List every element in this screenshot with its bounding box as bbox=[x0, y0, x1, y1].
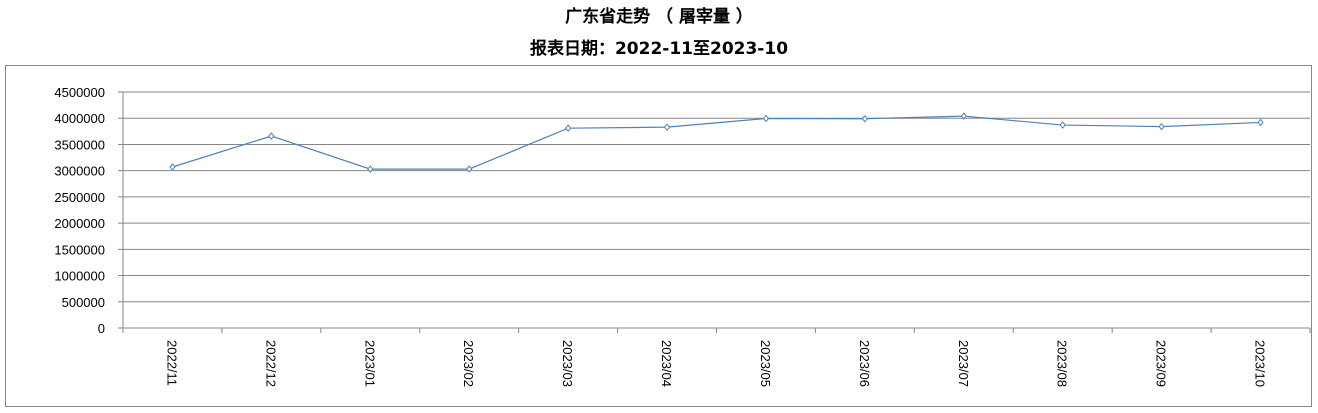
y-tick-label: 0 bbox=[98, 321, 105, 336]
x-tick-label: 2023/05 bbox=[758, 340, 773, 387]
y-tick-label: 1500000 bbox=[54, 242, 105, 257]
data-point-marker bbox=[1059, 121, 1066, 129]
data-point-marker bbox=[960, 112, 967, 120]
data-point-marker bbox=[564, 124, 572, 132]
x-tick-label: 2023/02 bbox=[461, 340, 476, 387]
x-tick-label: 2023/10 bbox=[1253, 340, 1268, 387]
data-point-marker bbox=[466, 165, 473, 173]
data-point-marker bbox=[762, 114, 770, 123]
data-point-marker bbox=[367, 165, 374, 173]
data-point-marker bbox=[861, 114, 869, 123]
y-tick-label: 2000000 bbox=[54, 216, 105, 231]
x-tick-label: 2023/01 bbox=[362, 340, 377, 387]
chart-title: 广东省走势 （ 屠宰量 ） bbox=[565, 7, 753, 27]
data-point-marker bbox=[1257, 118, 1264, 127]
chart-subtitle: 报表日期：2022-11至2023-10 bbox=[529, 39, 789, 59]
x-tick-label: 2023/03 bbox=[560, 340, 575, 387]
x-tick-label: 2023/06 bbox=[857, 340, 872, 387]
y-tick-label: 1000000 bbox=[54, 269, 105, 284]
data-point-marker bbox=[169, 163, 176, 171]
y-tick-label: 4000000 bbox=[54, 111, 105, 126]
x-tick-label: 2023/04 bbox=[659, 340, 674, 387]
series-line bbox=[172, 115, 1261, 170]
x-tick-label: 2022/12 bbox=[263, 340, 278, 387]
y-tick-label: 4500000 bbox=[54, 85, 105, 100]
x-tick-label: 2023/07 bbox=[956, 340, 971, 387]
data-point-marker bbox=[1158, 122, 1165, 131]
x-tick-label: 2022/11 bbox=[164, 340, 179, 386]
y-tick-label: 3000000 bbox=[54, 164, 105, 179]
y-tick-label: 3500000 bbox=[54, 137, 105, 152]
x-tick-label: 2023/08 bbox=[1055, 340, 1070, 387]
data-point-marker bbox=[663, 123, 671, 131]
y-tick-label: 2500000 bbox=[54, 190, 105, 205]
x-tick-label: 2023/09 bbox=[1154, 340, 1169, 387]
chart-frame bbox=[5, 65, 1312, 407]
data-point-marker bbox=[268, 132, 275, 140]
y-tick-label: 500000 bbox=[62, 295, 105, 310]
